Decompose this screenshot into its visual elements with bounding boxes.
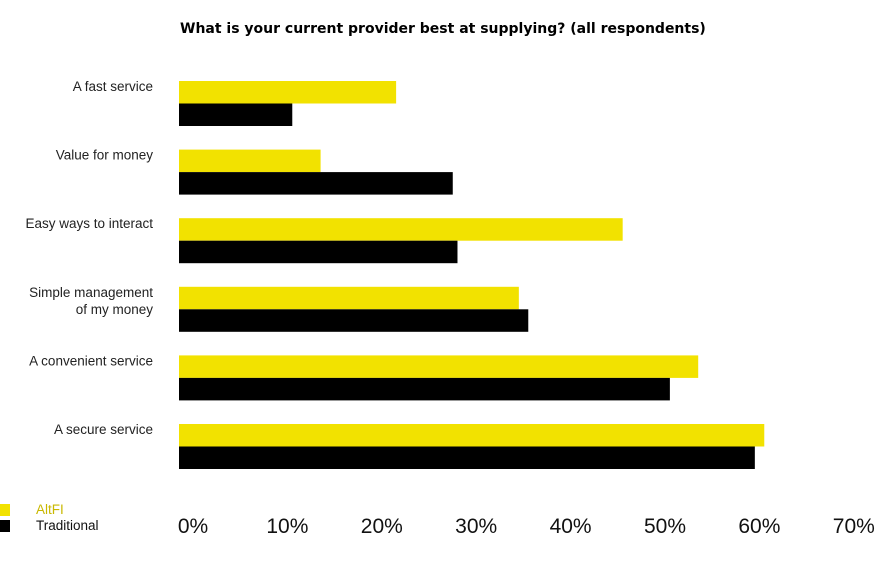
x-axis-ticks: 0% 10% 20% 30% 40% 50% 60% 70% (178, 515, 875, 538)
x-tick-label-4: 40% (550, 515, 592, 538)
x-tick-label-3: 30% (455, 515, 497, 538)
legend-swatch-traditional (0, 520, 10, 532)
x-tick-label-0: 0% (178, 515, 208, 538)
bar-traditional-3 (179, 309, 529, 332)
bar-traditional-4 (179, 377, 670, 401)
bar-traditional-0 (179, 103, 293, 126)
category-label-3-line-1: of my money (76, 302, 154, 317)
bar-altfi-2 (179, 218, 623, 241)
category-label-5: A secure service (54, 422, 153, 437)
legend-label-traditional: Traditional (36, 518, 99, 533)
category-label-3-line-0: Simple management (29, 285, 153, 300)
bars-group (179, 81, 765, 469)
x-tick-label-2: 20% (361, 515, 403, 538)
chart-title: What is your current provider best at su… (180, 21, 706, 37)
bar-altfi-5 (179, 424, 765, 447)
bar-traditional-5 (179, 446, 755, 469)
x-tick-label-5: 50% (644, 515, 686, 538)
category-label-1: Value for money (56, 148, 154, 163)
x-tick-label-1: 10% (266, 515, 308, 538)
x-tick-label-6: 60% (738, 515, 780, 538)
bar-altfi-1 (179, 149, 321, 173)
legend-swatch-altfi (0, 504, 10, 516)
bar-altfi-3 (179, 286, 519, 310)
legend-label-altfi: AltFI (36, 502, 64, 517)
x-tick-label-7: 70% (833, 515, 875, 538)
bar-traditional-2 (179, 240, 458, 264)
bar-altfi-0 (179, 81, 397, 104)
category-label-2: Easy ways to interact (25, 216, 153, 231)
category-label-0: A fast service (73, 79, 153, 94)
bar-altfi-4 (179, 355, 699, 378)
category-label-4: A convenient service (29, 353, 153, 368)
category-labels: A fast service Value for money Easy ways t… (25, 79, 153, 437)
bar-traditional-1 (179, 172, 453, 195)
